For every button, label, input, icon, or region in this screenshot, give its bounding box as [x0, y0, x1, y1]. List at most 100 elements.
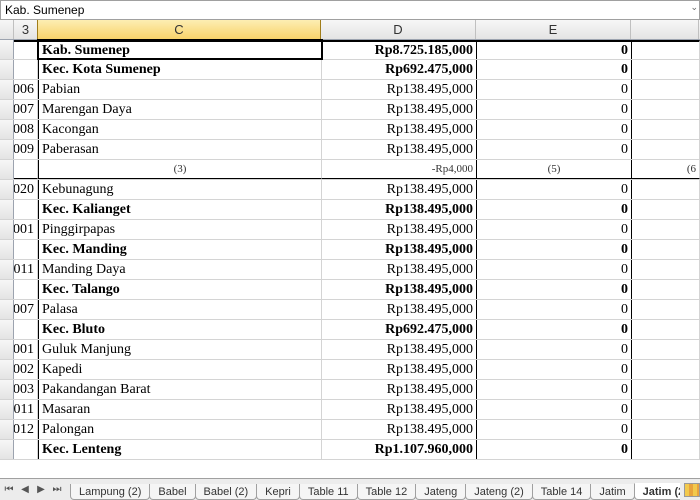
cell-c[interactable]: Kab. Sumenep: [38, 40, 322, 59]
cell-f[interactable]: [632, 340, 700, 359]
row-header[interactable]: [0, 80, 14, 99]
cell-e[interactable]: 0: [477, 260, 632, 279]
row-header[interactable]: [0, 260, 14, 279]
cell-d[interactable]: Rp692.475,000: [322, 320, 477, 339]
row-header[interactable]: [0, 180, 14, 199]
tab-nav-next-icon[interactable]: ▶: [34, 483, 48, 497]
sheet-tab[interactable]: Table 12: [357, 484, 417, 500]
row-header[interactable]: [0, 420, 14, 439]
cell-d[interactable]: Rp138.495,000: [322, 120, 477, 139]
cell-e[interactable]: 0: [477, 360, 632, 379]
row-header[interactable]: [0, 300, 14, 319]
cell-f[interactable]: [632, 180, 700, 199]
cell-e[interactable]: 0: [477, 280, 632, 299]
cell-d[interactable]: Rp138.495,000: [322, 240, 477, 259]
row-header[interactable]: [0, 380, 14, 399]
cell-e[interactable]: 0: [477, 440, 632, 459]
corner-cell[interactable]: [0, 20, 14, 39]
cell-b[interactable]: 2002: [14, 360, 38, 379]
cell-c[interactable]: (3): [38, 160, 322, 179]
cell-f[interactable]: [632, 280, 700, 299]
sheet-tab[interactable]: Kepri: [256, 484, 300, 500]
cell-e[interactable]: 0: [477, 320, 632, 339]
cell-b[interactable]: [14, 40, 38, 59]
cell-e[interactable]: 0: [477, 60, 632, 79]
row-header[interactable]: [0, 340, 14, 359]
cell-b[interactable]: 2001: [14, 220, 38, 239]
col-header-b[interactable]: 3: [14, 20, 38, 39]
cell-d[interactable]: Rp138.495,000: [322, 360, 477, 379]
row-header[interactable]: [0, 60, 14, 79]
cell-d[interactable]: Rp138.495,000: [322, 400, 477, 419]
cell-c[interactable]: Kacongan: [38, 120, 322, 139]
row-header[interactable]: [0, 40, 14, 59]
cell-e[interactable]: 0: [477, 240, 632, 259]
sheet-tab[interactable]: Jateng (2): [465, 484, 533, 500]
cell-c[interactable]: Kec. Kota Sumenep: [38, 60, 322, 79]
sheet-tab[interactable]: Table 14: [532, 484, 592, 500]
cell-d[interactable]: Rp138.495,000: [322, 200, 477, 219]
cell-b[interactable]: [14, 280, 38, 299]
tab-nav-last-icon[interactable]: ⏭: [50, 483, 64, 497]
col-header-d[interactable]: D: [321, 20, 476, 39]
cell-c[interactable]: Kapedi: [38, 360, 322, 379]
cell-b[interactable]: 2003: [14, 380, 38, 399]
cell-c[interactable]: Palasa: [38, 300, 322, 319]
cell-c[interactable]: Kec. Talango: [38, 280, 322, 299]
sheet-view-icon[interactable]: [684, 483, 700, 497]
row-header[interactable]: [0, 280, 14, 299]
row-header[interactable]: [0, 200, 14, 219]
cell-d[interactable]: Rp138.495,000: [322, 280, 477, 299]
cell-e[interactable]: (5): [477, 160, 632, 179]
cell-d[interactable]: Rp8.725.185,000: [322, 40, 477, 59]
cell-c[interactable]: Masaran: [38, 400, 322, 419]
row-header[interactable]: [0, 160, 14, 179]
row-header[interactable]: [0, 120, 14, 139]
cell-d[interactable]: Rp138.495,000: [322, 180, 477, 199]
cell-b[interactable]: 2012: [14, 420, 38, 439]
cell-f[interactable]: [632, 300, 700, 319]
row-header[interactable]: [0, 440, 14, 459]
cell-f[interactable]: [632, 80, 700, 99]
cell-c[interactable]: Kec. Bluto: [38, 320, 322, 339]
cell-d[interactable]: Rp138.495,000: [322, 220, 477, 239]
sheet-tab[interactable]: Jatim: [590, 484, 634, 500]
sheet-tab[interactable]: Jateng: [415, 484, 466, 500]
sheet-tab[interactable]: Jatim (2): [634, 483, 680, 500]
tab-nav-prev-icon[interactable]: ◀: [18, 483, 32, 497]
cell-d[interactable]: Rp138.495,000: [322, 300, 477, 319]
cell-f[interactable]: [632, 40, 700, 59]
cell-c[interactable]: Palongan: [38, 420, 322, 439]
cell-f[interactable]: [632, 200, 700, 219]
cell-e[interactable]: 0: [477, 40, 632, 59]
cell-b[interactable]: 2006: [14, 80, 38, 99]
cell-b[interactable]: 2011: [14, 400, 38, 419]
cell-f[interactable]: [632, 400, 700, 419]
cell-e[interactable]: 0: [477, 180, 632, 199]
cell-f[interactable]: [632, 60, 700, 79]
cell-d[interactable]: Rp1.107.960,000: [322, 440, 477, 459]
cell-e[interactable]: 0: [477, 120, 632, 139]
col-header-f[interactable]: [631, 20, 699, 39]
formula-bar[interactable]: Kab. Sumenep ⌄: [0, 0, 700, 20]
sheet-tab[interactable]: Babel: [149, 484, 195, 500]
cell-c[interactable]: Manding Daya: [38, 260, 322, 279]
row-header[interactable]: [0, 100, 14, 119]
cell-d[interactable]: Rp138.495,000: [322, 380, 477, 399]
cell-f[interactable]: [632, 420, 700, 439]
cell-d[interactable]: Rp138.495,000: [322, 340, 477, 359]
cell-b[interactable]: [14, 200, 38, 219]
cell-c[interactable]: Guluk Manjung: [38, 340, 322, 359]
cell-b[interactable]: 2011: [14, 260, 38, 279]
cell-f[interactable]: [632, 120, 700, 139]
row-header[interactable]: [0, 140, 14, 159]
cell-f[interactable]: [632, 440, 700, 459]
sheet-tab[interactable]: Babel (2): [195, 484, 258, 500]
cell-e[interactable]: 0: [477, 80, 632, 99]
col-header-e[interactable]: E: [476, 20, 631, 39]
cell-d[interactable]: Rp138.495,000: [322, 260, 477, 279]
col-header-c[interactable]: C: [37, 20, 321, 39]
tab-nav-first-icon[interactable]: ⏮: [2, 483, 16, 497]
cell-b[interactable]: [14, 240, 38, 259]
cell-b[interactable]: 2008: [14, 120, 38, 139]
